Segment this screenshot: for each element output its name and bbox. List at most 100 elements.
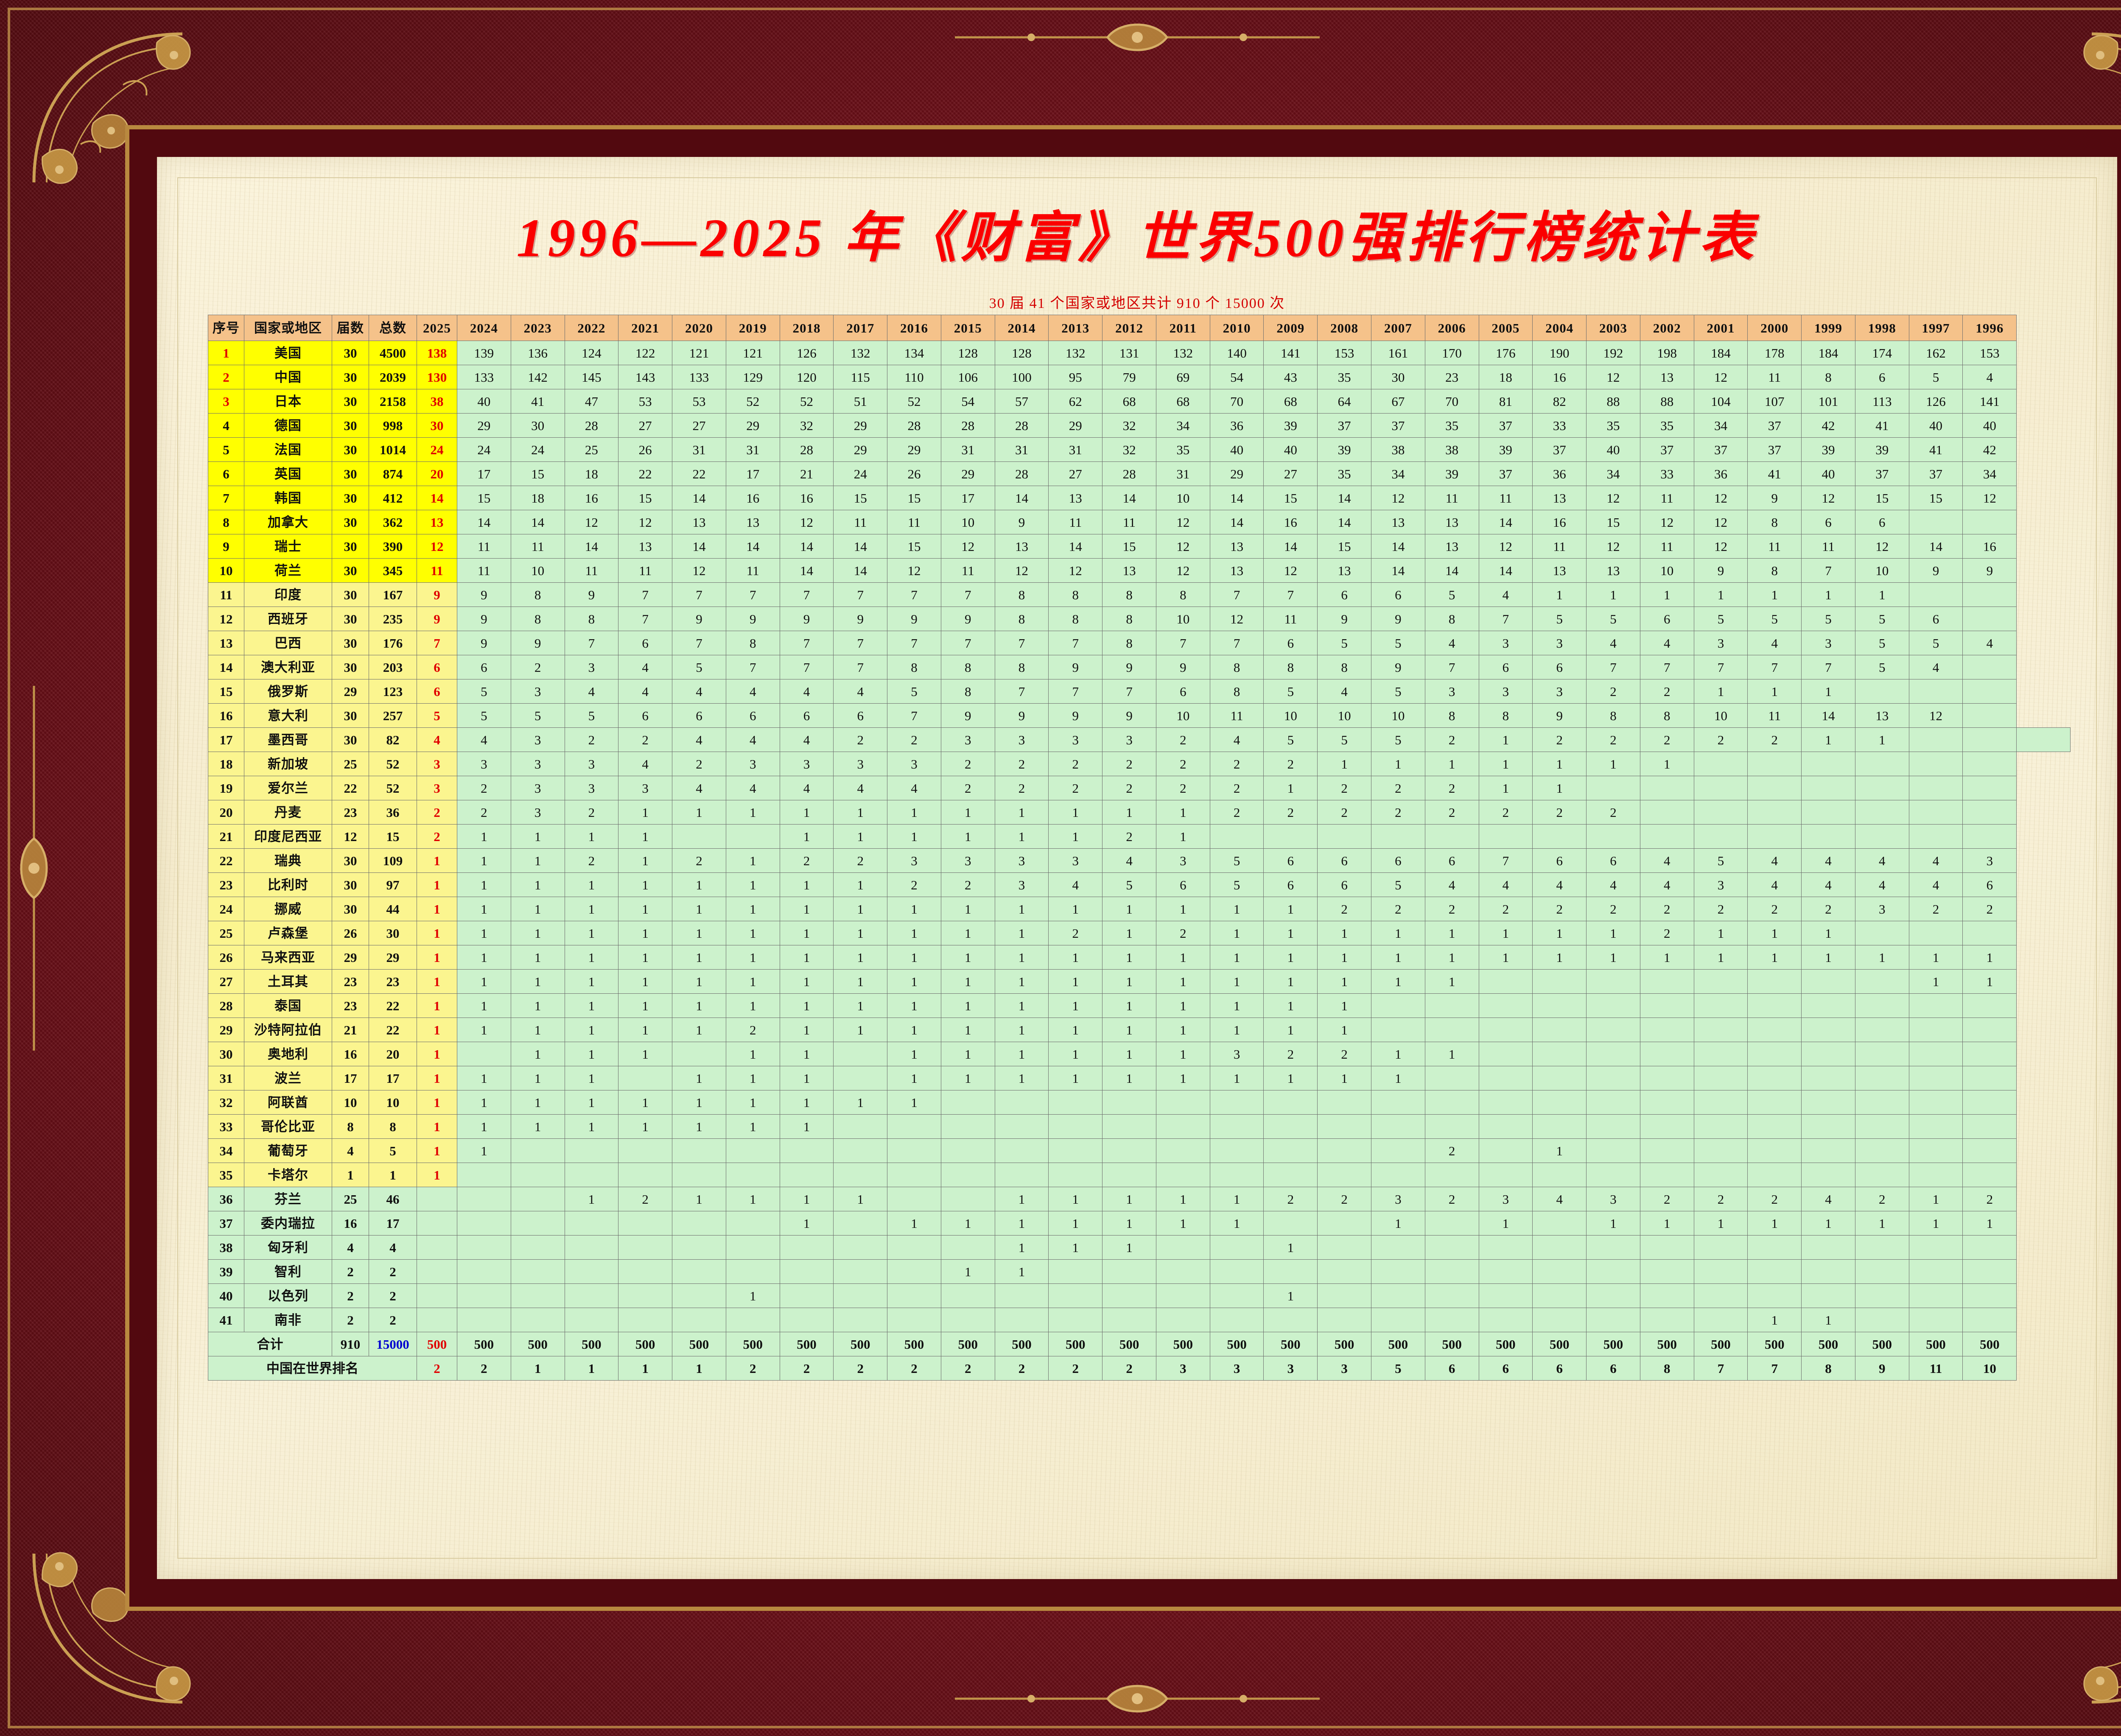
cell-year-2002 <box>1640 1235 1694 1260</box>
cell-year-2024: 2 <box>457 776 511 800</box>
cell-year-2021: 4 <box>618 752 673 776</box>
cell-year-2008: 5 <box>1317 631 1372 655</box>
cell-year-2025: 1 <box>417 872 457 897</box>
row-total-count: 82 <box>369 727 417 752</box>
cell-year-2017: 1 <box>833 945 888 970</box>
cell-year-2016: 1 <box>887 1211 941 1236</box>
cell-year-2000 <box>1747 1090 1802 1115</box>
cell-year-2007 <box>1371 1018 1425 1042</box>
cell-year-2018: 1 <box>779 921 834 945</box>
row-sequence: 19 <box>208 776 244 800</box>
cell-year-2000: 4 <box>1747 872 1802 897</box>
cell-year-2025: 6 <box>417 655 457 679</box>
cell-year-2024: 9 <box>457 607 511 631</box>
china-rank-year-2019: 2 <box>725 1356 780 1381</box>
cell-year-1999: 7 <box>1801 655 1855 679</box>
cell-year-2018: 9 <box>779 607 834 631</box>
cell-year-2016: 2 <box>887 872 941 897</box>
cell-year-2005 <box>1478 1042 1533 1066</box>
china-rank-year-2014: 2 <box>994 1356 1049 1381</box>
cell-year-2014: 9 <box>994 510 1049 534</box>
cell-year-2023: 24 <box>510 437 565 462</box>
cell-year-1999 <box>1801 1163 1855 1187</box>
cell-year-2006 <box>1424 1235 1479 1260</box>
cell-year-2001: 1 <box>1693 945 1748 970</box>
cell-year-2001: 3 <box>1693 872 1748 897</box>
cell-year-1999: 1 <box>1801 945 1855 970</box>
cell-year-2021: 122 <box>618 341 673 365</box>
cell-year-1999: 1 <box>1801 1211 1855 1236</box>
cell-year-1998: 1 <box>1855 1211 1909 1236</box>
cell-year-2021: 143 <box>618 365 673 389</box>
table-row: 22 瑞典 30 109 1 1 1 2 1 2 1 2 2 3 3 3 3 4 3 5 6 6 6 6 7 6 6 4 5 4 4 4 4 3 <box>208 848 2071 873</box>
cell-year-2000: 1 <box>1747 679 1802 704</box>
cell-year-2018 <box>779 1163 834 1187</box>
cell-year-1997: 9 <box>1908 558 1963 583</box>
cell-year-2010 <box>1209 1138 1264 1163</box>
cell-year-2002: 88 <box>1640 389 1694 414</box>
cell-year-2000 <box>1747 1114 1802 1139</box>
cell-year-2021: 6 <box>618 703 673 728</box>
cell-year-2002: 33 <box>1640 461 1694 486</box>
cell-year-2011 <box>1156 1259 1210 1284</box>
cell-year-2003: 8 <box>1586 703 1640 728</box>
cell-year-2012: 1 <box>1102 1042 1156 1066</box>
china-rank-year-2021: 1 <box>618 1356 673 1381</box>
cell-year-2013: 132 <box>1048 341 1103 365</box>
cell-year-2023: 1 <box>510 897 565 921</box>
cell-year-2017 <box>833 1308 888 1332</box>
cell-year-2012: 1 <box>1102 800 1156 825</box>
cell-year-2020 <box>672 1259 726 1284</box>
cell-year-2002: 8 <box>1640 703 1694 728</box>
cell-year-2006 <box>1424 824 1479 849</box>
row-terms-count: 30 <box>332 631 369 655</box>
cell-year-2021 <box>618 1163 673 1187</box>
cell-year-2022: 1 <box>564 824 619 849</box>
cell-year-2015: 7 <box>940 631 995 655</box>
cell-year-2012: 79 <box>1102 365 1156 389</box>
cell-year-2008: 14 <box>1317 486 1372 510</box>
cell-year-2017: 7 <box>833 582 888 607</box>
cell-year-2022: 1 <box>564 1114 619 1139</box>
cell-year-2011: 7 <box>1156 631 1210 655</box>
cell-year-2006: 13 <box>1424 534 1479 559</box>
cell-year-1997: 126 <box>1908 389 1963 414</box>
cell-year-2019: 1 <box>725 921 780 945</box>
cell-year-2022: 1 <box>564 969 619 994</box>
cell-year-1999 <box>1801 1138 1855 1163</box>
cell-year-1997 <box>1908 752 1963 776</box>
cell-year-2016: 1 <box>887 800 941 825</box>
cell-year-2005 <box>1478 1138 1533 1163</box>
cell-year-2001: 2 <box>1693 727 1748 752</box>
table-row: 10 荷兰 30 345 11 11 10 11 11 12 11 14 14 12 11 12 12 13 12 1… <box>208 558 2071 583</box>
title-block: 1996—2025 年《财富》世界500强排行榜统计表 30 届 41 个国家或… <box>157 193 2117 312</box>
cell-year-2013: 1 <box>1048 1235 1103 1260</box>
cell-year-2020: 4 <box>672 679 726 704</box>
cell-year-2015: 2 <box>940 776 995 800</box>
cell-year-2007: 1 <box>1371 969 1425 994</box>
total-cell-year-1996: 500 <box>1962 1332 2017 1356</box>
cell-year-2012 <box>1102 1114 1156 1139</box>
cell-year-2003 <box>1586 1018 1640 1042</box>
cell-year-2003: 2 <box>1586 727 1640 752</box>
row-sequence: 4 <box>208 413 244 438</box>
cell-year-2010: 140 <box>1209 341 1264 365</box>
total-cell-year-1999: 500 <box>1801 1332 1855 1356</box>
top-ornament-icon <box>946 12 1328 63</box>
row-country-name: 日本 <box>244 389 332 414</box>
cell-year-2019: 29 <box>725 413 780 438</box>
cell-year-2000: 11 <box>1747 534 1802 559</box>
table-row: 21 印度尼西亚 12 15 2 1 1 1 1 1 1 1 1 1 1 2 1 <box>208 824 2071 849</box>
cell-year-2003: 3 <box>1586 1187 1640 1211</box>
cell-year-2012: 3 <box>1102 727 1156 752</box>
column-header-year-2017: 2017 <box>833 315 888 341</box>
cell-year-1997: 4 <box>1908 655 1963 679</box>
cell-year-2012: 1 <box>1102 1235 1156 1260</box>
table-row: 18 新加坡 25 52 3 3 3 3 4 2 3 3 3 3 2 2 2 2 2 2 2 1 1 1 1 1 1 1 <box>208 752 2071 776</box>
cell-year-2011: 12 <box>1156 558 1210 583</box>
cell-year-2013 <box>1048 1283 1103 1308</box>
cell-year-2014: 1 <box>994 993 1049 1018</box>
cell-year-2000 <box>1747 1066 1802 1090</box>
cell-year-2006: 14 <box>1424 558 1479 583</box>
